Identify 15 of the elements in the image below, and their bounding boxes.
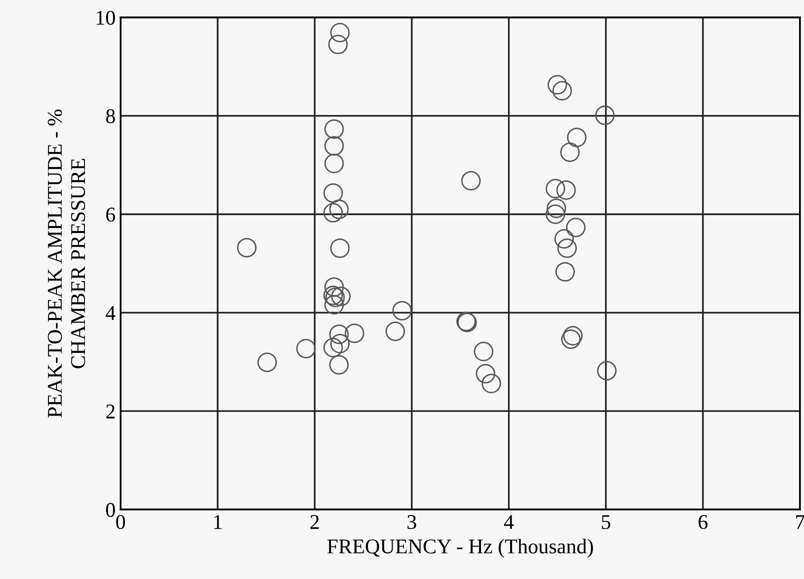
x-tick-label: 5 (602, 515, 610, 530)
y-tick-label: 8 (106, 109, 115, 124)
x-tick-label: 0 (116, 514, 126, 530)
y-tick-label: 0 (106, 502, 115, 517)
x-axis-title: FREQUENCY - Hz (Thousand) (327, 538, 593, 558)
y-tick-label: 10 (96, 10, 115, 25)
x-tick-label: 2 (310, 515, 319, 529)
x-tick-label: 1 (214, 515, 222, 529)
x-tick-label: 6 (698, 515, 708, 530)
y-tick-label: 4 (106, 306, 116, 320)
y-tick-label: 6 (106, 208, 116, 222)
x-tick-label: 4 (504, 515, 514, 529)
y-axis-title: PEAK-TO-PEAK AMPLITUDE - % CHAMBER PRESSURE (48, 110, 86, 418)
x-tick-label: 3 (408, 515, 416, 530)
y-tick-label: 2 (106, 404, 115, 418)
